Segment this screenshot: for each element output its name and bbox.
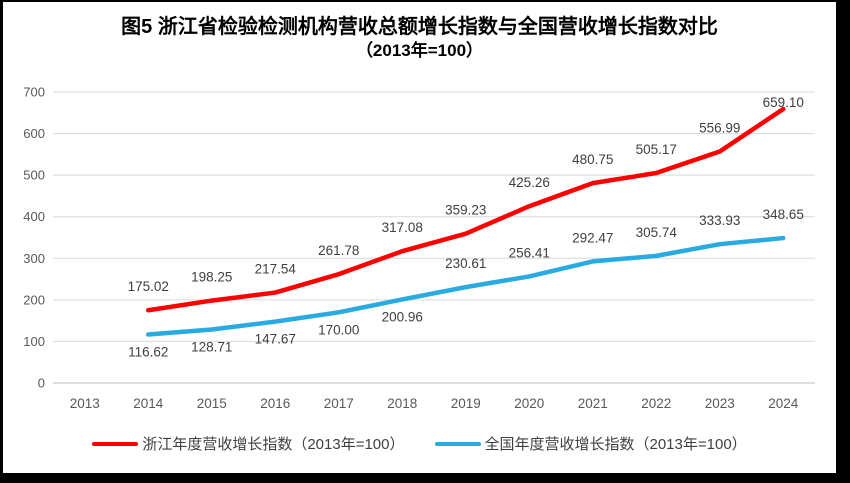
data-label: 230.61 — [445, 256, 486, 271]
zhejiang-series-swatch — [92, 441, 139, 446]
data-label: 200.96 — [382, 309, 423, 324]
data-label: 505.17 — [636, 142, 677, 157]
x-tick-label: 2018 — [387, 396, 417, 411]
data-label: 217.54 — [255, 262, 297, 277]
x-tick-label: 2022 — [641, 396, 671, 411]
national-legend-label: 全国年度营收增长指数（2013年=100） — [484, 436, 747, 453]
x-tick-label: 2015 — [197, 396, 227, 411]
data-label: 659.10 — [763, 95, 804, 110]
chart-title: 图5 浙江省检验检测机构营收总额增长指数与全国营收增长指数对比 （2013年=1… — [3, 14, 836, 62]
data-label: 116.62 — [128, 345, 168, 360]
x-tick-label: 2020 — [514, 396, 544, 411]
data-label: 305.74 — [636, 225, 678, 240]
legend-item-zhejiang: 浙江年度营收增长指数（2013年=100） — [92, 433, 405, 454]
x-tick-label: 2014 — [133, 396, 164, 411]
national-series-swatch — [434, 441, 481, 446]
zhejiang-legend-label: 浙江年度营收增长指数（2013年=100） — [142, 436, 405, 453]
x-tick-label: 2013 — [70, 396, 100, 411]
data-label: 425.26 — [509, 175, 550, 190]
y-tick-label: 400 — [23, 209, 45, 224]
y-tick-label: 0 — [38, 376, 45, 391]
data-label: 128.71 — [191, 339, 232, 354]
data-label: 198.25 — [191, 270, 232, 285]
line-chart: 0 100 200 300 400 500 600 700 2013 2014 2015 2016 20… — [23, 85, 815, 411]
data-label: 556.99 — [699, 120, 740, 135]
y-tick-label: 500 — [23, 168, 45, 183]
x-tick-label: 2021 — [578, 396, 608, 411]
national-series-line — [146, 235, 786, 337]
y-tick-label: 600 — [23, 126, 45, 141]
data-label: 147.67 — [255, 332, 296, 347]
chart-legend: 浙江年度营收增长指数（2013年=100） 全国年度营收增长指数（2013年=1… — [3, 433, 836, 454]
x-tick-label: 2024 — [768, 396, 799, 411]
x-tick-label: 2023 — [705, 396, 735, 411]
data-label: 261.78 — [318, 243, 359, 258]
data-label: 359.23 — [445, 203, 486, 218]
chart-title-line1: 图5 浙江省检验检测机构营收总额增长指数与全国营收增长指数对比 — [121, 16, 718, 38]
x-tick-label: 2016 — [260, 396, 290, 411]
zhejiang-series-line — [146, 106, 786, 313]
data-label: 348.65 — [763, 207, 804, 222]
y-tick-label: 700 — [23, 85, 45, 100]
x-tick-label: 2019 — [451, 396, 481, 411]
data-label: 333.93 — [699, 213, 740, 228]
y-tick-label: 200 — [23, 292, 45, 307]
data-label: 256.41 — [509, 245, 550, 260]
data-label: 292.47 — [572, 230, 613, 245]
y-tick-label: 300 — [23, 251, 45, 266]
chart-title-line2: （2013年=100） — [355, 41, 484, 60]
data-label: 317.08 — [382, 220, 423, 235]
data-label: 175.02 — [128, 279, 169, 294]
x-tick-label: 2017 — [324, 396, 354, 411]
data-label: 480.75 — [572, 152, 613, 167]
y-tick-label: 100 — [23, 334, 45, 349]
data-label: 170.00 — [318, 322, 359, 337]
legend-item-national: 全国年度营收增长指数（2013年=100） — [434, 433, 747, 454]
